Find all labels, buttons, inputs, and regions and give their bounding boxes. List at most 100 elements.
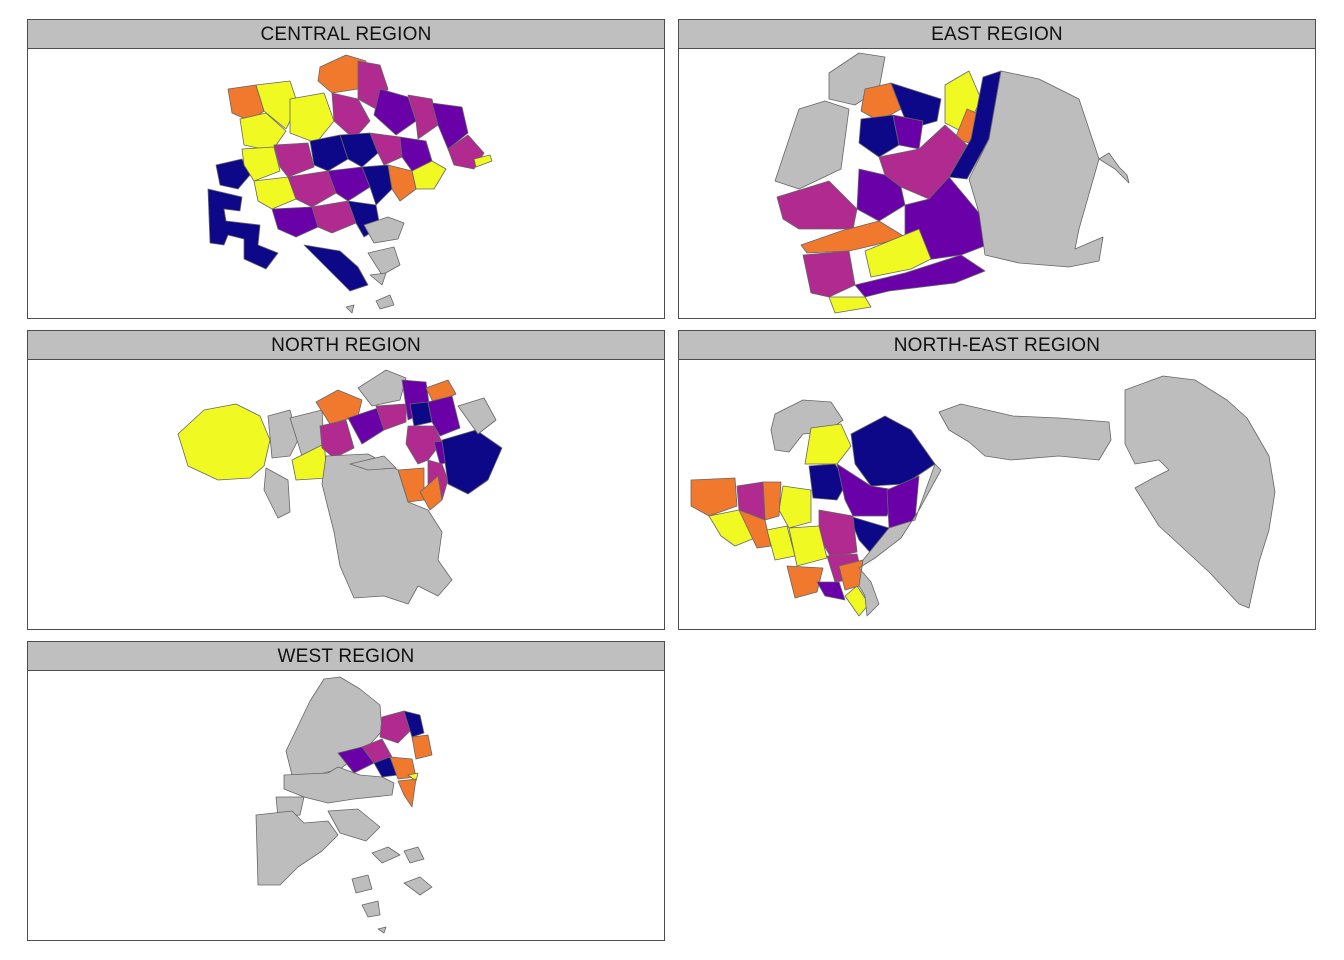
subzone: [367, 246, 401, 276]
facet-strip-title: CENTRAL REGION: [28, 20, 664, 49]
subzone: [786, 565, 824, 599]
subzone: [241, 146, 281, 182]
subzone: [854, 254, 986, 298]
subzone: [419, 475, 443, 511]
facet-strip-title: NORTH-EAST REGION: [679, 331, 1315, 360]
subzone: [255, 810, 339, 886]
subzone: [431, 102, 469, 150]
map-north: [28, 360, 664, 629]
subzone: [1098, 152, 1130, 184]
subzone: [349, 455, 397, 471]
map-svg-north: [177, 369, 503, 605]
subzone: [309, 134, 349, 172]
map-northeast: [679, 360, 1315, 629]
facet-panel-east: EAST REGION: [678, 19, 1316, 319]
subzone: [177, 403, 271, 481]
subzone: [271, 206, 319, 238]
subzone: [850, 415, 936, 487]
subzone: [411, 734, 433, 760]
subzone: [858, 114, 900, 158]
subzone: [339, 132, 379, 168]
map-svg-west: [255, 676, 433, 934]
subzone: [375, 403, 407, 431]
subzone: [968, 70, 1104, 268]
subzone: [253, 176, 297, 210]
subzone: [890, 82, 942, 130]
subzone: [311, 200, 357, 234]
subzone: [315, 389, 363, 425]
subzone: [321, 453, 453, 605]
subzone: [816, 581, 846, 601]
subzone: [239, 112, 287, 152]
subzone: [351, 874, 373, 894]
subzone: [379, 710, 411, 744]
subzone: [441, 429, 503, 495]
subzone: [387, 164, 417, 202]
map-west: [28, 671, 664, 940]
subzone: [836, 463, 896, 517]
subzone: [788, 525, 828, 567]
subzone: [215, 158, 251, 190]
subzone: [273, 142, 315, 178]
facet-strip-title: EAST REGION: [679, 20, 1315, 49]
subzone: [377, 926, 387, 934]
subzone-polygons: [774, 52, 1130, 314]
subzone: [361, 164, 393, 206]
subzone: [287, 170, 337, 208]
subzone-polygons: [255, 676, 433, 934]
subzone: [289, 92, 335, 144]
map-svg-central: [207, 54, 493, 314]
subzone: [375, 294, 395, 310]
subzone-polygons: [177, 369, 503, 605]
subzone: [808, 463, 848, 501]
map-svg-east: [774, 52, 1130, 314]
subzone: [828, 296, 872, 314]
subzone: [397, 778, 417, 808]
subzone: [864, 228, 932, 278]
subzone: [283, 766, 395, 804]
subzone: [858, 463, 942, 617]
facet-panel-north: NORTH REGION: [27, 330, 665, 630]
subzone: [357, 369, 407, 407]
subzone: [207, 188, 279, 270]
subzone: [363, 216, 405, 244]
subzone: [331, 92, 371, 140]
subzone: [373, 88, 417, 136]
subzone: [457, 397, 497, 435]
subzone: [473, 154, 493, 168]
facet-panel-northeast: NORTH-EAST REGION: [678, 330, 1316, 630]
subzone: [774, 100, 850, 190]
map-svg-northeast: [690, 375, 1276, 617]
facet-panel-west: WEST REGION: [27, 641, 665, 941]
subzone: [345, 304, 355, 314]
subzone: [327, 166, 371, 202]
subzone: [369, 132, 403, 166]
subzone: [369, 272, 387, 286]
subzone: [690, 477, 738, 517]
subzone: [804, 423, 852, 465]
subzone: [319, 419, 355, 459]
subzone: [403, 710, 425, 738]
subzone: [267, 409, 299, 459]
subzone-polygons: [690, 375, 1276, 617]
subzone: [762, 481, 782, 521]
subzone: [303, 244, 369, 292]
subzone: [1124, 375, 1276, 609]
subzone: [778, 485, 812, 529]
subzone: [776, 180, 858, 230]
subzone: [327, 808, 381, 842]
subzone: [263, 467, 291, 519]
subzone: [371, 846, 401, 864]
subzone: [802, 250, 856, 298]
facet-strip-title: WEST REGION: [28, 642, 664, 671]
subzone: [403, 876, 433, 896]
subzone: [361, 900, 381, 918]
subzone: [427, 395, 461, 437]
subzone: [403, 846, 425, 864]
subzone: [407, 94, 439, 140]
subzone: [425, 379, 457, 405]
map-central: [28, 49, 664, 318]
map-east: [679, 49, 1315, 318]
subzone: [938, 403, 1112, 461]
facet-panel-central: CENTRAL REGION: [27, 19, 665, 319]
